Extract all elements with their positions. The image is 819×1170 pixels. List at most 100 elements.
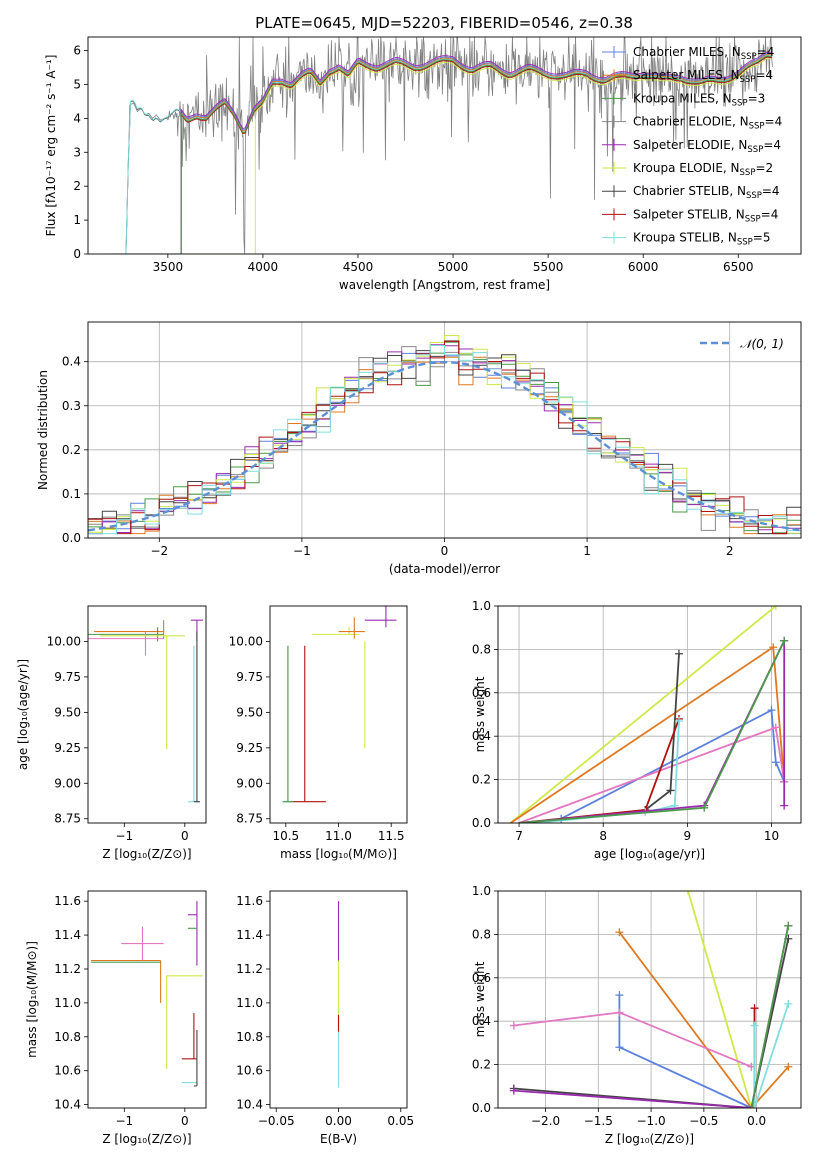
y-tick-label: 10.6: [54, 1064, 81, 1078]
model-line-salpeter_stelib: [110, 56, 773, 254]
y-tick-label: 11.6: [236, 894, 263, 908]
spectrum-data-line: [110, 37, 773, 254]
x-tick-label: −2.0: [531, 1114, 560, 1128]
y-tick-label: 9.75: [54, 670, 81, 684]
y-axis-label: mass weight: [473, 676, 487, 752]
mass-weight-marker: [666, 786, 675, 795]
legend-entry: Chabrier ELODIE, NSSP=4: [633, 115, 782, 132]
y-tick-label: 0.2: [472, 1058, 491, 1072]
mass-weight-marker: [784, 921, 793, 930]
y-tick-label: 0.4: [62, 355, 81, 369]
data-point: [88, 627, 164, 642]
legend-entry: Salpeter MILES, NSSP=4: [633, 68, 773, 85]
y-tick-label: 11.2: [236, 962, 263, 976]
panel-mass-weight-vs-Z: −2.0 −1.5 −1.0 −0.5 0.0 0.0 0.2 0.4 0.6 0.8 1.0 Z […: [472, 884, 802, 1146]
y-tick-label: 9.25: [236, 741, 263, 755]
y-tick-label: 10.8: [54, 1030, 81, 1044]
histogram-salpeter_stelib: [88, 340, 801, 538]
y-tick-label: 10.8: [236, 1030, 263, 1044]
y-tick-label: 9.00: [236, 776, 263, 790]
x-axis-label: mass [log₁₀(M/M⊙)]: [280, 847, 397, 861]
mass-weight-marker: [769, 643, 778, 652]
y-tick-label: 10.00: [47, 634, 81, 648]
legend-entry: Kroupa MILES, NSSP=3: [633, 91, 765, 108]
y-tick-label: 10.4: [54, 1098, 81, 1112]
y-tick-label: 0.4: [472, 729, 491, 743]
mass-weight-line: [518, 726, 786, 823]
plot-area: [88, 335, 801, 538]
y-tick-label: 9.00: [54, 776, 81, 790]
y-axis-label: Normed distribution: [36, 370, 50, 490]
plot-area: [110, 37, 773, 254]
y-tick-label: 1: [73, 213, 81, 227]
data-point: [121, 926, 164, 961]
y-tick-label: 0.0: [472, 816, 491, 830]
x-tick-label: −1: [115, 829, 133, 843]
panel-residuals: −2 −1 0 1 2 0.0 0.1 0.2 0.3 0.4 (data-model)/error…: [36, 321, 802, 576]
x-tick-label: −1.5: [584, 1114, 613, 1128]
x-axis-label: E(B-V): [320, 1132, 357, 1146]
y-tick-label: 0.6: [472, 686, 491, 700]
data-point: [100, 635, 185, 750]
legend-entry: Chabrier MILES, NSSP=4: [633, 45, 774, 62]
legend-entry: Kroupa ELODIE, NSSP=2: [633, 161, 773, 178]
y-tick-label: 9.25: [54, 741, 81, 755]
legend: Chabrier MILES, NSSP=4 Salpeter MILES, NS…: [602, 45, 782, 248]
mass-weight-marker: [615, 928, 624, 937]
y-tick-label: 10.00: [229, 634, 263, 648]
mass-weight-marker: [771, 606, 780, 610]
y-tick-label: 9.50: [236, 705, 263, 719]
x-axis-label: wavelength [Angstrom, rest frame]: [339, 278, 550, 292]
x-tick-label: 0: [181, 829, 189, 843]
mass-weight-marker: [771, 723, 780, 732]
x-tick-label: 10.5: [272, 829, 299, 843]
y-tick-label: 0.3: [62, 399, 81, 413]
data-point: [193, 631, 200, 803]
axes-frame: [269, 605, 408, 824]
legend-entry: Salpeter ELODIE, NSSP=4: [633, 138, 781, 155]
mass-weight-line: [513, 938, 790, 1108]
y-tick-label: 3: [73, 145, 81, 159]
x-tick-label: 8: [599, 829, 607, 843]
axes-frame: [87, 890, 207, 1109]
mass-weight-line: [518, 640, 786, 823]
x-tick-label: 0: [181, 1114, 189, 1128]
data-point: [282, 645, 294, 803]
y-tick-label: 0.0: [62, 531, 81, 545]
y-tick-label: 0.2: [62, 443, 81, 457]
x-tick-label: 0: [441, 544, 449, 558]
legend: 𝒩(0, 1): [700, 337, 784, 351]
x-tick-label: −0.05: [258, 1114, 295, 1128]
panel-age-vs-mass: 10.5 11.0 11.5 8.75 9.00 9.25 9.50 9.75 10.00 mas…: [229, 605, 408, 861]
y-tick-label: 11.0: [54, 996, 81, 1010]
mass-weight-marker: [684, 891, 693, 895]
x-tick-label: 0.05: [387, 1114, 414, 1128]
legend-entry: Chabrier STELIB, NSSP=4: [633, 184, 780, 201]
axes-frame: [497, 605, 802, 824]
legend-entry: Salpeter STELIB, NSSP=4: [633, 207, 778, 224]
y-tick-label: 9.50: [54, 705, 81, 719]
mass-weight-marker: [767, 706, 776, 715]
y-tick-label: 10.6: [236, 1064, 263, 1078]
plot-area: [509, 891, 793, 1108]
x-tick-label: 4500: [343, 260, 374, 274]
axes-frame: [87, 605, 207, 824]
mass-weight-marker: [615, 1008, 624, 1017]
mass-weight-marker: [674, 717, 683, 726]
data-point: [91, 959, 162, 1003]
mass-weight-line: [513, 1011, 752, 1068]
grid: [498, 605, 801, 824]
mass-weight-marker: [750, 1021, 759, 1030]
histogram-kroupa_stelib: [88, 345, 801, 538]
figure-title: PLATE=0645, MJD=52203, FIBERID=0546, z=0…: [255, 14, 633, 32]
y-tick-label: 1.0: [472, 884, 491, 898]
mass-weight-marker: [780, 636, 789, 645]
mass-weight-marker: [784, 999, 793, 1008]
y-tick-label: 0.8: [472, 927, 491, 941]
x-tick-label: 9: [684, 829, 692, 843]
mass-weight-marker: [771, 758, 780, 767]
mass-weight-line: [753, 1003, 790, 1108]
mass-weight-line: [687, 891, 753, 1108]
y-tick-label: 0: [73, 247, 81, 261]
data-point: [288, 645, 326, 803]
